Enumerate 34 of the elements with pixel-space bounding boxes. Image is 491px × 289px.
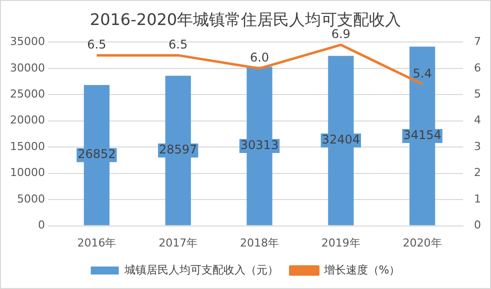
data-label: 6.0 [250, 50, 270, 65]
x-tick-label: 2017年 [158, 236, 198, 250]
chart-title: 2016-2020年城镇常住居民人均可支配收入 [90, 10, 402, 29]
data-label: 6.9 [331, 26, 350, 41]
x-tick-label: 2020年 [402, 236, 442, 250]
x-tick-label: 2016年 [77, 236, 116, 250]
y2-tick-label: 2 [474, 166, 481, 180]
data-label: 5.4 [412, 66, 432, 80]
data-label: 34154 [403, 128, 442, 142]
data-label: 32404 [322, 132, 360, 147]
legend-label: 城镇居民人均可支配收入（元） [123, 263, 278, 276]
data-label: 28597 [159, 142, 198, 157]
data-label: 26852 [78, 147, 116, 162]
y-tick-label: 20000 [10, 114, 45, 127]
x-tick-label: 2018年 [240, 236, 279, 250]
data-label: 30313 [240, 138, 279, 152]
y2-tick-label: 6 [474, 61, 481, 74]
x-tick-label: 2019年 [321, 236, 360, 250]
y-tick-label: 0 [38, 218, 45, 232]
y-tick-label: 35000 [10, 35, 45, 48]
y2-tick-label: 5 [474, 88, 481, 101]
y2-tick-label: 7 [474, 35, 481, 48]
y2-tick-label: 3 [474, 140, 481, 153]
y2-tick-label: 0 [474, 218, 481, 232]
y-tick-label: 15000 [10, 140, 45, 153]
y-tick-label: 10000 [10, 166, 45, 180]
data-label: 6.5 [87, 37, 106, 52]
y-tick-label: 25000 [10, 88, 45, 101]
y-tick-label: 5000 [16, 192, 45, 206]
y-tick-label: 30000 [10, 61, 45, 74]
y2-tick-label: 1 [474, 192, 481, 206]
legend-label: 增长速度（%） [322, 263, 400, 276]
data-label: 6.5 [168, 37, 188, 52]
y2-tick-label: 4 [474, 114, 481, 127]
